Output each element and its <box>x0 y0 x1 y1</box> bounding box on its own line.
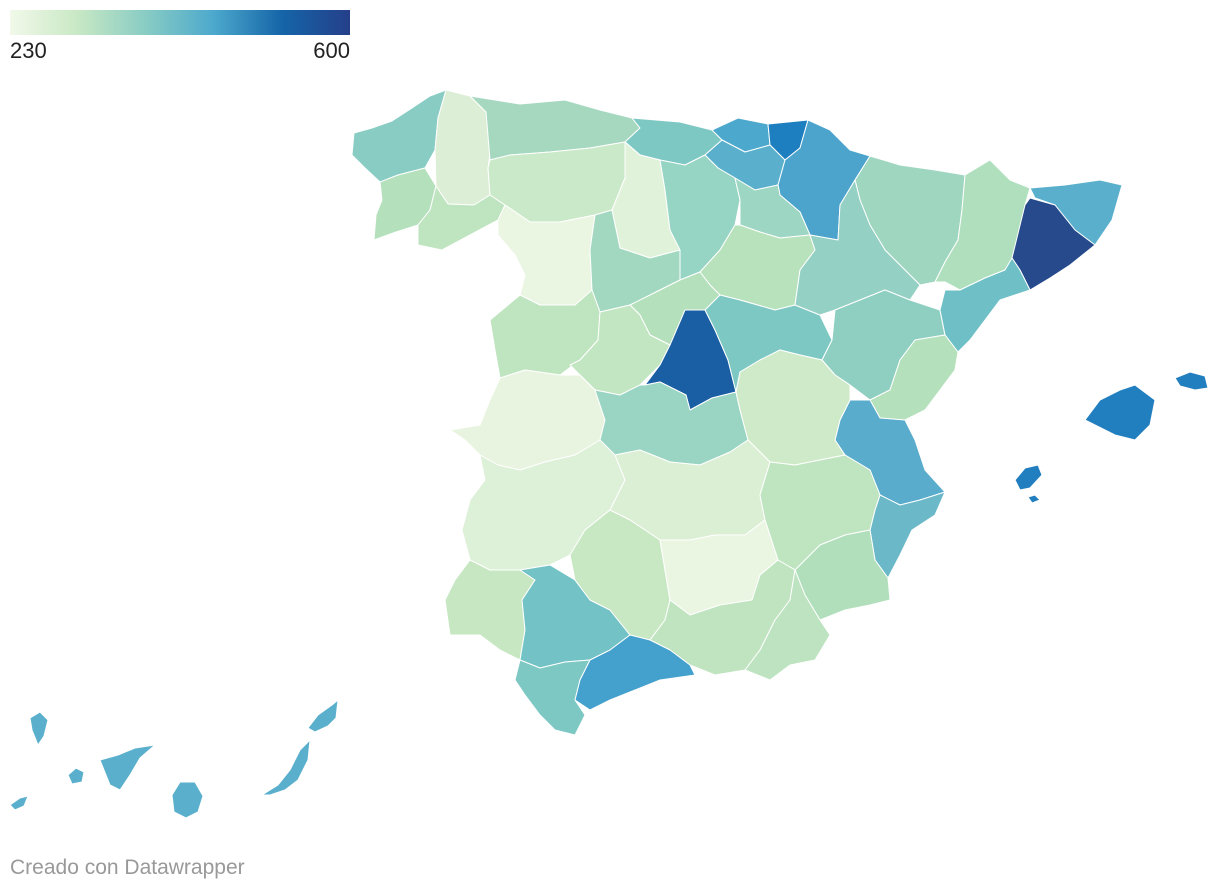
region-castellon[interactable] <box>869 334 959 421</box>
region-mallorca[interactable] <box>1084 384 1156 441</box>
region-alicante[interactable] <box>869 491 946 579</box>
region-cuenca[interactable] <box>735 349 851 466</box>
region-tenerife[interactable] <box>99 744 156 791</box>
region-tarragona[interactable] <box>939 257 1031 353</box>
region-el-hierro[interactable] <box>9 795 29 811</box>
region-cadiz[interactable] <box>514 659 591 736</box>
region-barcelona[interactable] <box>1011 197 1096 291</box>
color-legend: 230 600 <box>10 10 350 63</box>
region-malaga[interactable] <box>574 634 696 711</box>
region-formentera[interactable] <box>1027 494 1041 504</box>
legend-gradient-bar <box>10 10 350 35</box>
region-huelva[interactable] <box>444 559 536 661</box>
region-toledo[interactable] <box>594 381 749 466</box>
legend-min-label: 230 <box>10 38 47 63</box>
region-menorca[interactable] <box>1174 371 1209 391</box>
region-galicia-coruna[interactable] <box>351 89 447 183</box>
region-fuerteventura[interactable] <box>261 739 311 796</box>
region-la-gomera[interactable] <box>67 767 85 785</box>
legend-max-label: 600 <box>313 38 350 63</box>
region-la-palma[interactable] <box>29 711 49 746</box>
region-gran-canaria[interactable] <box>171 781 204 819</box>
credit-text: Creado con Datawrapper <box>10 856 245 879</box>
region-almeria[interactable] <box>744 569 831 681</box>
region-ibiza[interactable] <box>1014 464 1043 491</box>
region-girona[interactable] <box>1029 179 1123 246</box>
region-lanzarote[interactable] <box>307 699 339 733</box>
